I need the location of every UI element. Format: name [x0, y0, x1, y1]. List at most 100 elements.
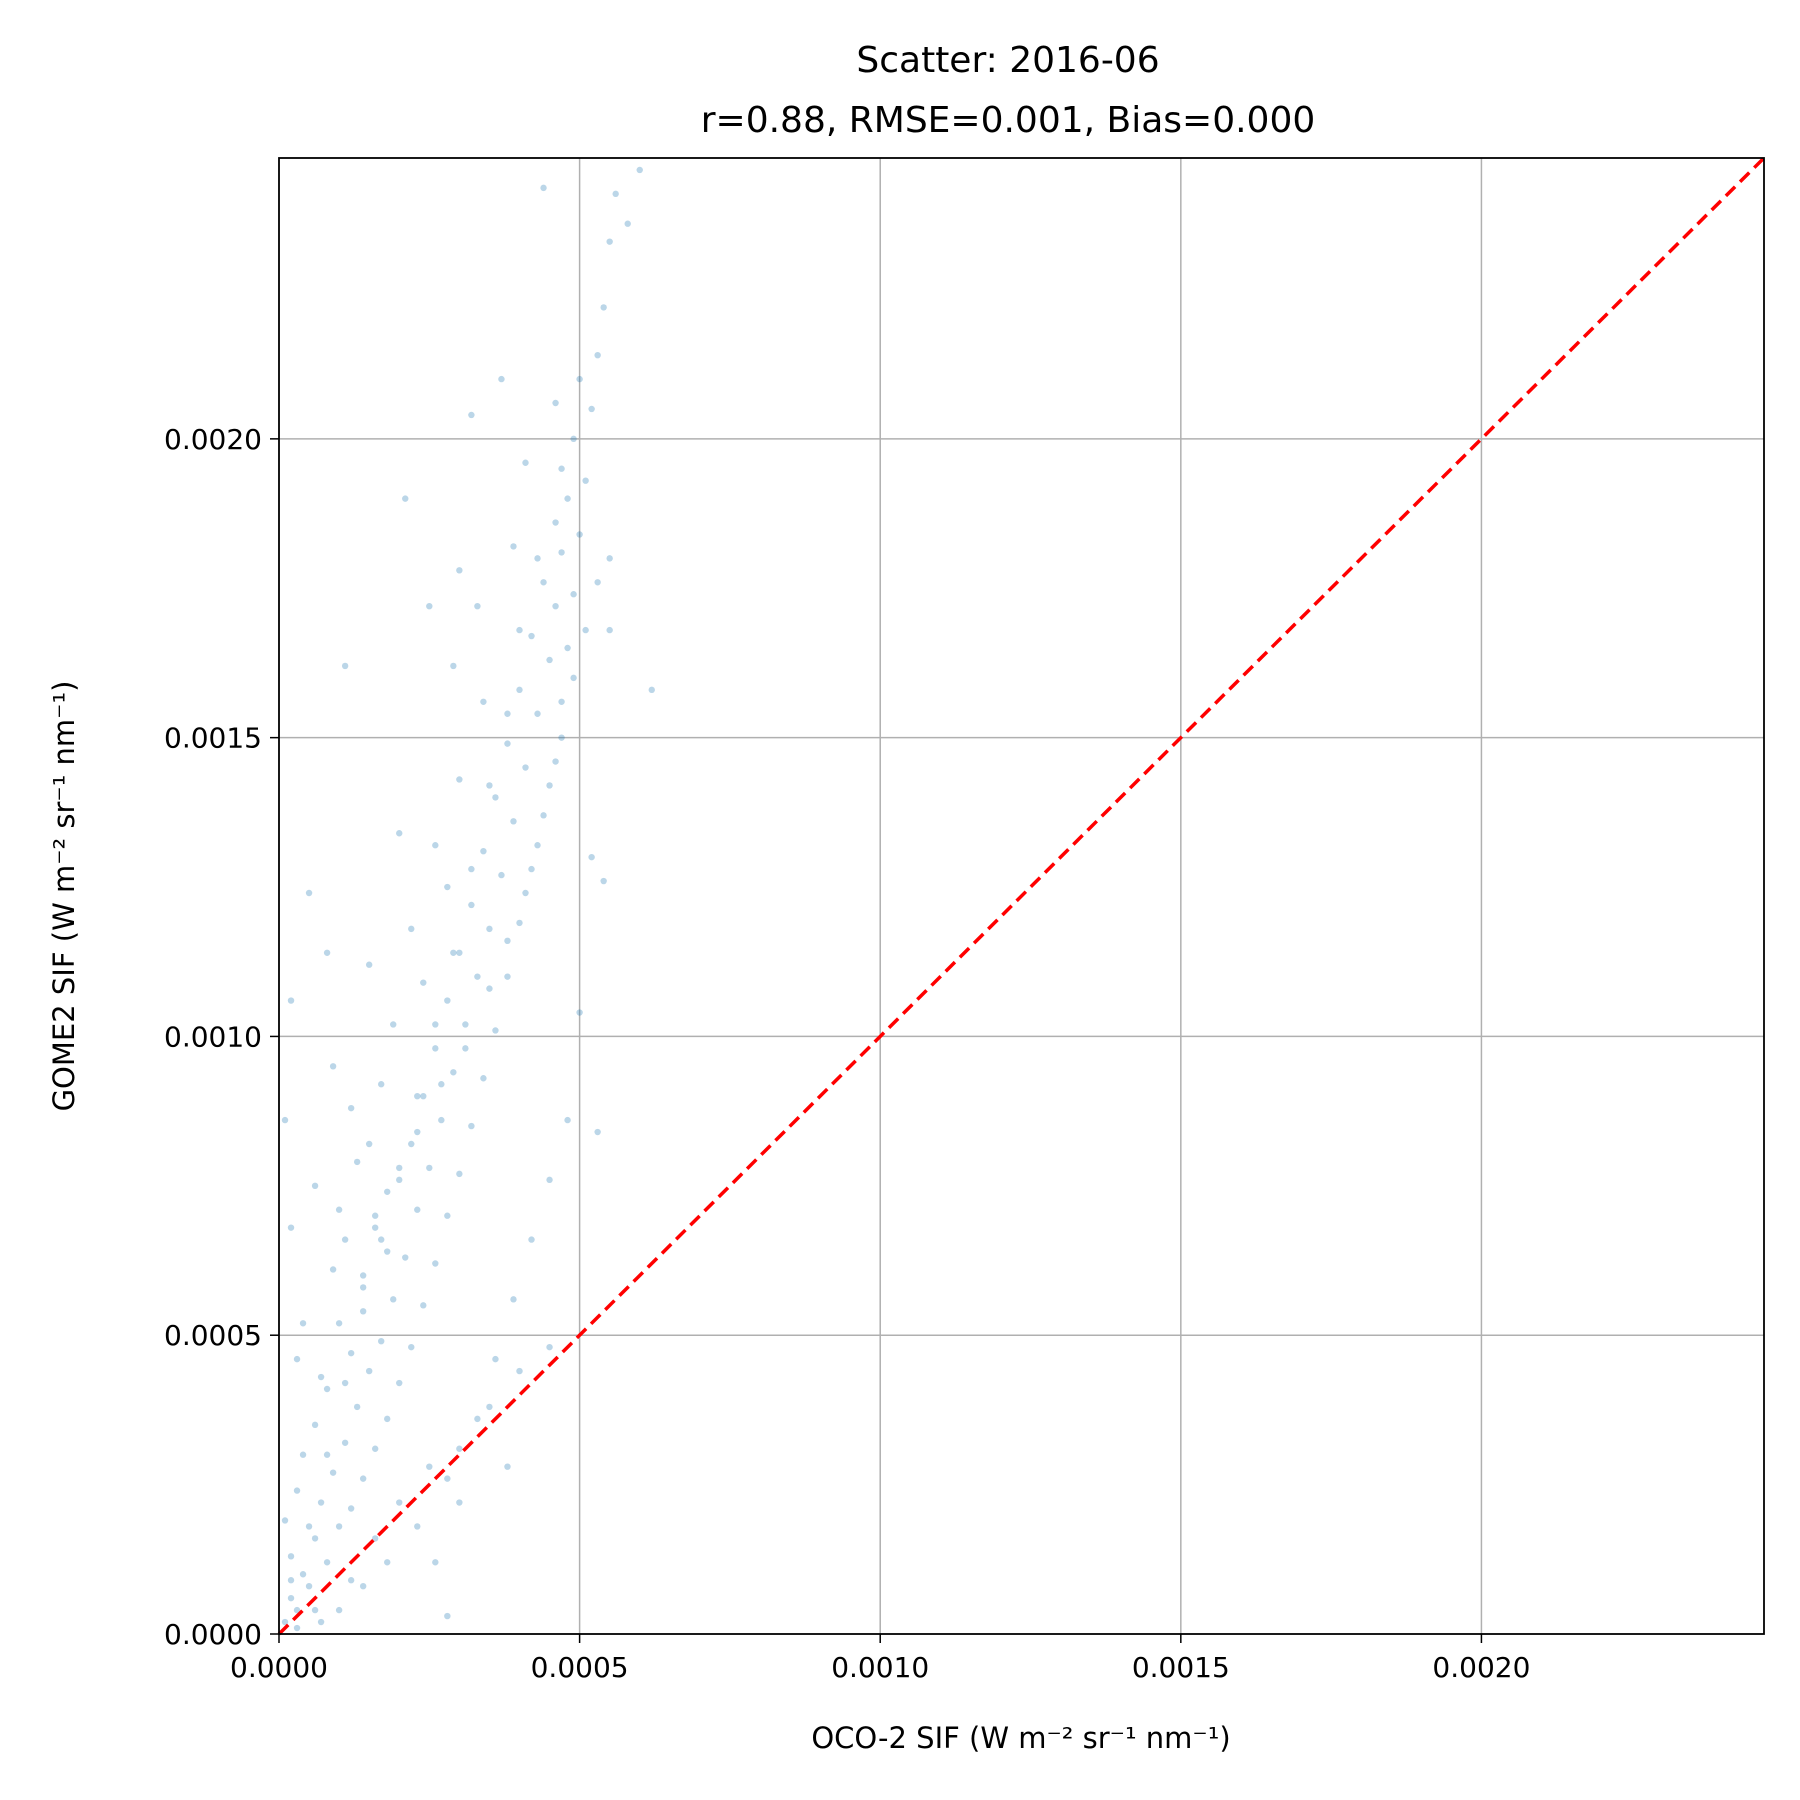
scatter-point [347, 1349, 355, 1357]
scatter-point [396, 1499, 403, 1506]
scatter-point [426, 1463, 433, 1470]
scatter-point [546, 1343, 553, 1351]
scatter-point [293, 1606, 301, 1614]
scatter-point [528, 1236, 535, 1243]
scatter-point [432, 1260, 439, 1267]
scatter-point [486, 985, 493, 992]
scatter-point [287, 1577, 295, 1584]
scatter-point [504, 973, 511, 980]
scatter-point [576, 531, 583, 538]
x-tick-label: 0.0000 [230, 1651, 328, 1684]
scatter-point [462, 1045, 469, 1052]
scatter-point [287, 1594, 295, 1602]
scatter-point [612, 190, 619, 198]
scatter-point [456, 1445, 463, 1452]
scatter-point [438, 1081, 445, 1088]
scatter-point [606, 555, 613, 562]
scatter-point [570, 591, 577, 598]
scatter-point [540, 184, 547, 192]
scatter-point [359, 1272, 367, 1279]
scatter-point [600, 877, 607, 885]
scatter-point [534, 710, 541, 717]
scatter-point [359, 1284, 367, 1291]
chart-title: Scatter: 2016-06 [856, 40, 1159, 81]
scatter-point [402, 495, 409, 502]
scatter-point [432, 842, 439, 849]
scatter-point [323, 949, 331, 956]
scatter-point [522, 764, 529, 771]
scatter-point [384, 1188, 391, 1195]
scatter-point [287, 1553, 295, 1560]
scatter-point [341, 1236, 349, 1243]
scatter-point [606, 238, 613, 245]
scatter-point [540, 579, 547, 586]
scatter-point [414, 1128, 421, 1136]
y-tick-label: 0.0010 [164, 1020, 262, 1053]
scatter-point [335, 1206, 343, 1213]
scatter-point [504, 740, 511, 747]
scatter-point [564, 644, 571, 652]
scatter-point [432, 1045, 439, 1052]
grid [279, 158, 1764, 1634]
scatter-point [384, 1559, 391, 1566]
scatter-point [371, 1212, 379, 1219]
scatter-point [329, 1266, 337, 1273]
scatter-point [600, 304, 607, 311]
scatter-point [414, 1523, 421, 1530]
scatter-point [444, 1475, 451, 1482]
scatter-point [396, 1164, 403, 1172]
scatter-point [486, 1403, 493, 1411]
scatter-point [299, 1451, 307, 1458]
scatter-point [353, 1403, 361, 1411]
scatter-point [450, 662, 457, 670]
y-tick-label: 0.0005 [164, 1319, 262, 1352]
scatter-point [281, 1618, 289, 1626]
scatter-point [426, 602, 433, 610]
scatter-point [468, 411, 475, 419]
scatter-point [359, 1475, 367, 1482]
scatter-point [359, 1582, 367, 1590]
scatter-point [426, 1164, 433, 1172]
scatter-point [335, 1523, 343, 1530]
scatter-point [305, 1582, 313, 1590]
scatter-point [347, 1104, 355, 1112]
scatter-point [323, 1385, 331, 1393]
scatter-point [606, 626, 613, 634]
scatter-point [558, 549, 565, 556]
scatter-point [522, 459, 529, 466]
scatter-point [558, 698, 565, 705]
scatter-point [365, 961, 373, 968]
scatter-point [287, 1224, 295, 1231]
scatter-point [378, 1236, 385, 1243]
scatter-point [456, 567, 463, 574]
scatter-point [396, 1176, 403, 1184]
scatter-point [450, 1069, 457, 1076]
scatter-point [335, 1606, 343, 1614]
scatter-point [365, 1367, 373, 1375]
scatter-point [594, 579, 601, 586]
scatter-point [420, 1092, 427, 1100]
scatter-point [408, 1343, 415, 1351]
scatter-point [341, 1439, 349, 1446]
scatter-point [468, 865, 475, 873]
scatter-point [305, 889, 313, 897]
scatter-point [468, 901, 475, 909]
scatter-point [420, 979, 427, 986]
scatter-point [534, 555, 541, 562]
x-tick-label: 0.0015 [1132, 1651, 1230, 1684]
scatter-point [582, 626, 589, 634]
axis-ticks: 0.0000 0.0005 0.0010 0.0015 0.0020 0.0000 0.00… [164, 423, 1530, 1684]
scatter-point [378, 1337, 385, 1345]
y-tick-label: 0.0020 [164, 423, 262, 456]
scatter-point [636, 166, 643, 174]
scatter-point [498, 375, 505, 383]
scatter-point [516, 1367, 523, 1375]
scatter-point [444, 997, 451, 1004]
scatter-point [504, 710, 511, 717]
scatter-point [311, 1606, 319, 1614]
scatter-point [558, 734, 565, 741]
scatter-point [564, 1116, 571, 1124]
x-tick-label: 0.0005 [531, 1651, 629, 1684]
scatter-point [414, 1206, 421, 1213]
scatter-point [414, 1092, 421, 1100]
